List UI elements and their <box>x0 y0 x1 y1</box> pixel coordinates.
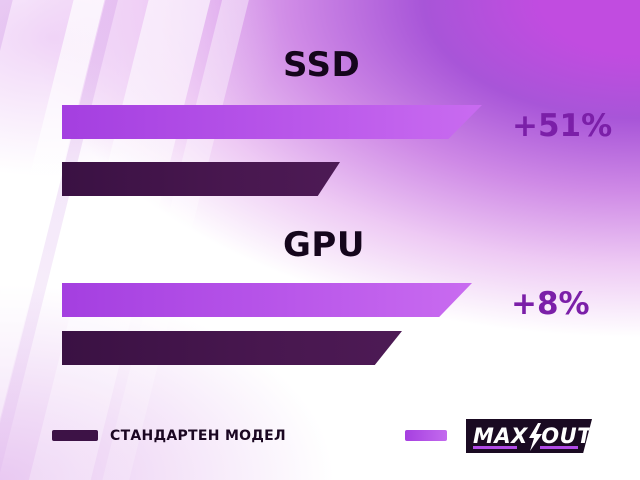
bar-ssd-standard-fill <box>62 162 340 196</box>
legend-swatch-maxout <box>405 430 447 441</box>
bar-ssd-standard <box>62 162 340 196</box>
delta-gpu: +8% <box>511 286 590 322</box>
maxout-logo: MAX OUT <box>466 419 592 453</box>
logo-underline-right <box>540 446 578 449</box>
bar-gpu-standard <box>62 331 402 365</box>
logo-text-max: MAX <box>473 424 528 448</box>
delta-ssd: +51% <box>512 108 613 144</box>
legend-swatch-standard <box>52 430 98 441</box>
logo-underline-left <box>473 446 517 449</box>
lightning-bolt-icon <box>528 421 542 451</box>
bar-gpu-maxout-fill <box>62 283 472 317</box>
group-title-ssd: SSD <box>283 45 361 85</box>
bar-ssd-maxout <box>62 105 482 139</box>
logo-text-out: OUT <box>541 424 592 448</box>
legend-label-standard: СТАНДАРТЕН МОДЕЛ <box>110 428 286 444</box>
bar-gpu-standard-fill <box>62 331 402 365</box>
group-title-gpu: GPU <box>283 225 365 265</box>
bar-gpu-maxout <box>62 283 472 317</box>
bar-ssd-maxout-fill <box>62 105 482 139</box>
